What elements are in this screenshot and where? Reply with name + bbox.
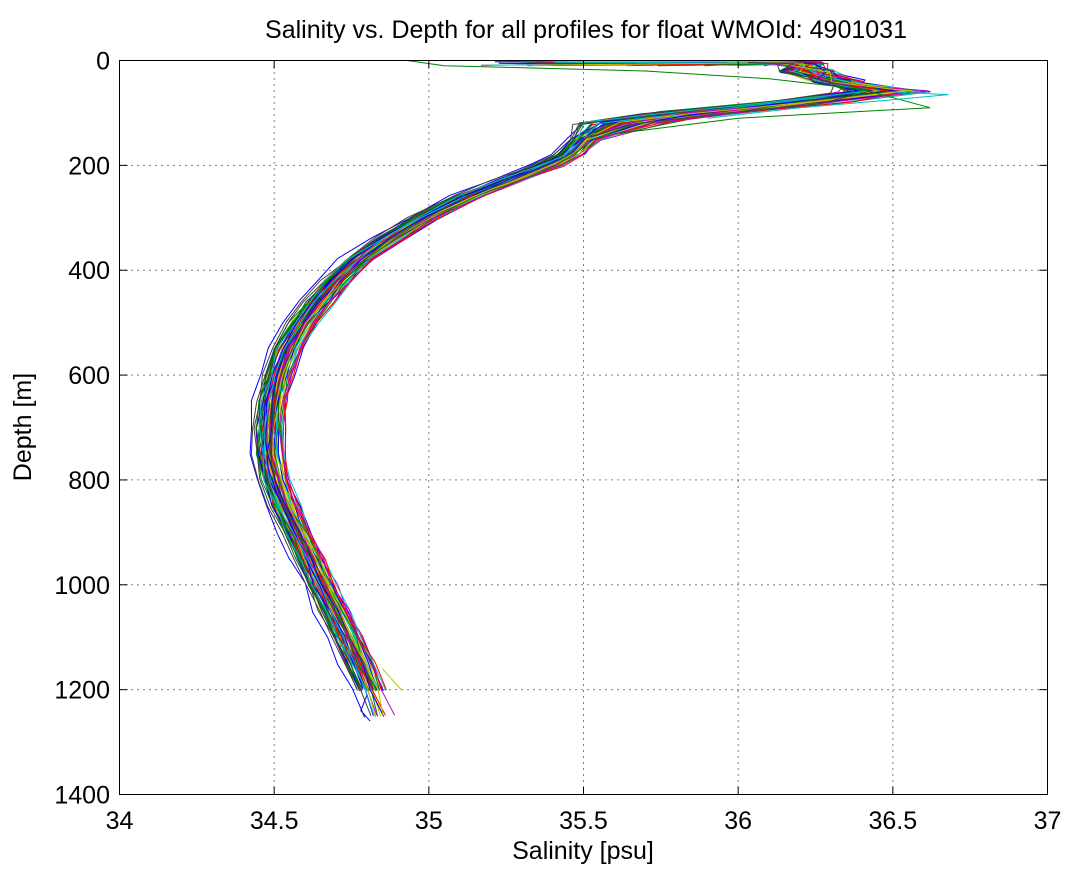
x-tick-label: 35.5 [559,807,608,835]
y-tick-label: 0 [96,48,110,76]
y-tick-label: 200 [68,152,110,180]
x-axis: 34 34.5 35 35.5 36 36.5 37 [106,60,1062,835]
profile-line-outlier [382,668,402,690]
y-axis: 0 200 400 600 800 1000 1200 1400 [54,48,1048,810]
profile-line [258,61,871,689]
x-tick-label: 37 [1034,807,1062,835]
y-tick-label: 600 [68,362,110,390]
profile-line-outlier [707,91,949,119]
y-tick-label: 1000 [54,572,110,600]
y-tick-label: 1400 [54,782,110,810]
profile-line-outlier [360,694,371,722]
profile-line [250,62,836,690]
profile-line [269,61,872,691]
y-tick-label: 800 [68,467,110,495]
y-tick-label: 400 [68,257,110,285]
x-tick-label: 35 [415,807,443,835]
profile-line-outlier [407,60,931,135]
profile-line [256,64,852,691]
x-tick-label: 36 [724,807,752,835]
profile-line [272,62,906,716]
x-tick-label: 34 [106,807,134,835]
y-axis-label: Depth [m] [9,373,37,481]
profile-series [249,60,949,722]
profile-line [264,62,873,717]
x-axis-label: Salinity [psu] [512,837,654,865]
x-tick-label: 36.5 [868,807,917,835]
y-tick-label: 1200 [54,677,110,705]
chart-title: Salinity vs. Depth for all profiles for … [265,16,907,44]
x-tick-label: 34.5 [250,807,299,835]
